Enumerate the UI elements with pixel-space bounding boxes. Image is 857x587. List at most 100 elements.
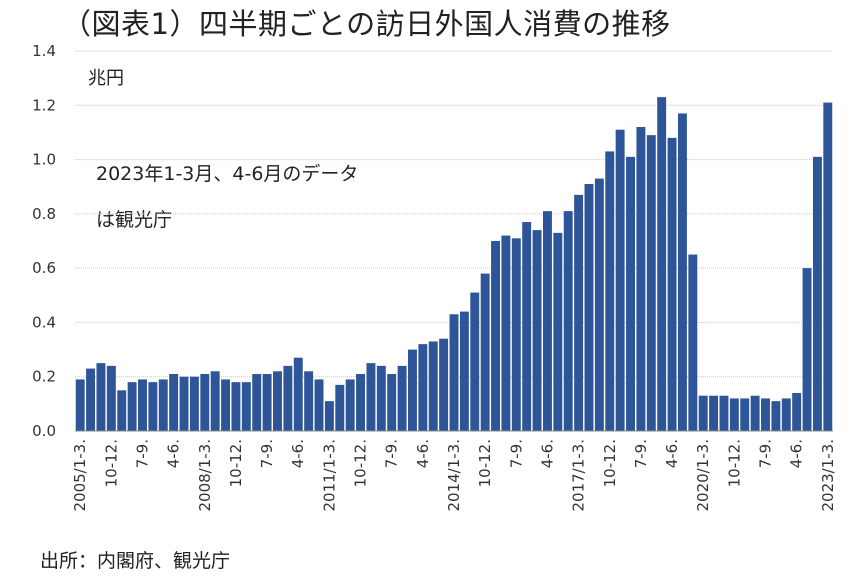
- y-tick-label: 0.0: [32, 422, 56, 440]
- bar: [366, 363, 376, 431]
- bar: [491, 241, 500, 431]
- bar: [127, 382, 137, 431]
- x-tick-label: 4-6.: [414, 439, 432, 468]
- bar: [719, 395, 729, 431]
- bar: [781, 398, 791, 431]
- bar: [563, 211, 573, 431]
- bar: [501, 235, 511, 431]
- bar: [356, 374, 366, 431]
- bar: [376, 365, 386, 431]
- x-tick-label: 4-6.: [788, 439, 806, 468]
- bar: [698, 395, 708, 431]
- y-axis-ticks: 0.0 0.2 0.4 0.6 0.8 1.0 1.2 1.4: [32, 42, 56, 440]
- bar: [439, 338, 449, 431]
- bar: [615, 129, 625, 431]
- bar: [221, 379, 231, 431]
- bar: [522, 222, 532, 431]
- x-tick-label: 2020/1-3.: [694, 439, 712, 512]
- bar: [792, 393, 802, 431]
- bar: [605, 151, 615, 431]
- x-tick-label: 4-6.: [663, 439, 681, 468]
- bar: [397, 365, 407, 431]
- bar: [387, 374, 397, 431]
- x-tick-label: 10-12.: [227, 439, 245, 487]
- bar: [729, 398, 739, 431]
- bar: [584, 184, 594, 431]
- bar: [96, 363, 106, 431]
- bar: [553, 232, 563, 431]
- bars: [75, 97, 833, 432]
- bar: [761, 398, 770, 431]
- y-tick-label: 0.4: [32, 313, 56, 331]
- bar: [324, 401, 334, 431]
- bar: [646, 135, 656, 431]
- bar: [75, 379, 85, 431]
- y-tick-label: 0.2: [32, 368, 56, 386]
- x-tick-label: 4-6.: [165, 439, 183, 468]
- bar: [262, 374, 272, 431]
- x-tick-label: 2005/1-3.: [71, 439, 89, 512]
- bar: [293, 357, 303, 431]
- bar: [210, 371, 220, 431]
- bar: [200, 374, 210, 431]
- bar: [594, 178, 604, 431]
- annotation-line-1: 2023年1-3月、4-6月のデータ: [96, 163, 359, 185]
- bar: [418, 344, 428, 431]
- bar: [86, 368, 96, 431]
- y-unit-label: 兆円: [88, 68, 124, 89]
- bar: [189, 376, 199, 431]
- x-tick-label: 2023/1-3.: [819, 439, 837, 512]
- bar: [709, 395, 719, 431]
- x-tick-label: 2008/1-3.: [196, 439, 214, 512]
- bar: [345, 379, 355, 431]
- bar: [823, 102, 833, 431]
- x-tick-label: 7-9.: [258, 439, 276, 468]
- chart-title: （図表1）四半期ごとの訪日外国人消費の推移: [62, 7, 671, 41]
- y-tick-label: 1.2: [32, 96, 56, 114]
- bar: [812, 156, 822, 432]
- x-tick-label: 10-12.: [352, 439, 370, 487]
- bar: [480, 273, 490, 431]
- y-tick-label: 0.6: [32, 259, 56, 277]
- bar: [335, 384, 345, 431]
- bar: [283, 365, 293, 431]
- x-tick-label: 2017/1-3.: [570, 439, 588, 512]
- x-tick-label: 4-6.: [539, 439, 557, 468]
- bar: [106, 365, 116, 431]
- y-tick-label: 0.8: [32, 205, 56, 223]
- source-note: 出所：内閣府、観光庁: [40, 550, 231, 572]
- bar: [138, 379, 147, 431]
- bar: [677, 113, 687, 432]
- bar: [273, 371, 282, 431]
- bar: [802, 268, 812, 431]
- x-tick-label: 7-9.: [757, 439, 775, 468]
- bar: [179, 376, 189, 431]
- x-tick-label: 10-12.: [476, 439, 494, 487]
- y-tick-label: 1.0: [32, 151, 56, 169]
- bar: [688, 254, 698, 431]
- bar: [408, 349, 417, 431]
- bar: [626, 156, 635, 432]
- bar: [470, 292, 480, 431]
- x-tick-label: 7-9.: [632, 439, 650, 468]
- x-tick-label: 2014/1-3.: [445, 439, 463, 512]
- bar: [771, 401, 781, 431]
- bar: [117, 390, 127, 431]
- bar: [657, 97, 667, 431]
- bar: [511, 238, 521, 431]
- x-tick-label: 7-9.: [507, 439, 525, 468]
- x-axis-ticks: 2005/1-3. 10-12. 7-9. 4-6. 2008/1-3. 10-12. 7-…: [71, 439, 837, 512]
- bar: [667, 137, 677, 432]
- x-tick-label: 10-12.: [102, 439, 120, 487]
- bar: [428, 341, 438, 431]
- bar: [304, 371, 314, 431]
- bar: [740, 398, 750, 431]
- x-tick-label: 7-9.: [134, 439, 152, 468]
- bar: [241, 382, 251, 431]
- bar: [574, 194, 584, 431]
- annotation-line-2: は観光庁: [96, 209, 173, 231]
- y-tick-label: 1.4: [32, 42, 56, 60]
- bar: [158, 379, 168, 431]
- bar: [231, 382, 241, 431]
- bar: [252, 374, 262, 431]
